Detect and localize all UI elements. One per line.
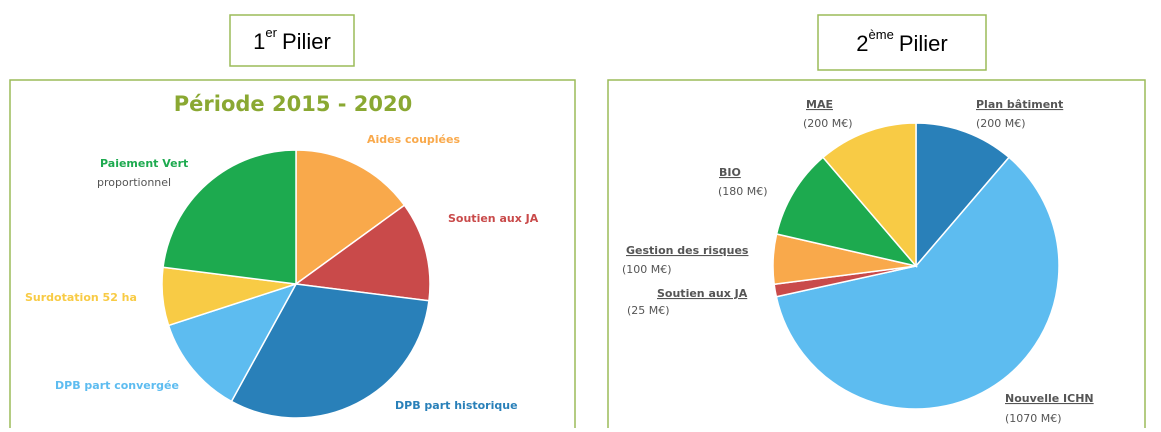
pie-slice xyxy=(230,283,430,419)
pie-slice xyxy=(294,204,431,302)
value-label: (100 M€) xyxy=(622,263,672,276)
pie-slice xyxy=(167,282,298,403)
slice-label: MAE xyxy=(806,98,833,111)
value-label: (200 M€) xyxy=(803,117,853,130)
slice-label: Paiement Vert xyxy=(100,157,188,170)
slice-label: DPB part historique xyxy=(395,399,518,412)
heading-suffix: er xyxy=(265,25,277,40)
heading-number: 2 xyxy=(856,31,868,56)
heading-word: Pilier xyxy=(899,31,948,56)
heading: 2ème Pilier xyxy=(856,27,947,55)
heading-suffix: ème xyxy=(869,27,894,42)
slice-label: Surdotation 52 ha xyxy=(25,291,137,304)
pie-slice xyxy=(295,149,406,286)
annotation: proportionnel xyxy=(97,176,171,189)
value-label: (25 M€) xyxy=(627,304,670,317)
chart-title: Période 2015 - 2020 xyxy=(174,92,412,116)
heading-box xyxy=(229,14,355,67)
slice-label: Soutien aux JA xyxy=(657,287,748,300)
pie-slice xyxy=(915,122,1011,269)
heading: 1er Pilier xyxy=(253,25,331,53)
slice-label: Nouvelle ICHN xyxy=(1005,392,1094,405)
pie-slice xyxy=(775,156,919,268)
pie-slice xyxy=(821,122,917,269)
heading-number: 1 xyxy=(253,29,265,54)
heading-box xyxy=(817,14,987,71)
pie-slice xyxy=(162,149,297,285)
pie-slice xyxy=(775,156,1060,410)
value-label: (180 M€) xyxy=(718,185,768,198)
heading-word: Pilier xyxy=(282,29,331,54)
slice-label: Soutien aux JA xyxy=(448,212,539,225)
slice-label: BIO xyxy=(719,166,741,179)
value-label: (1070 M€) xyxy=(1005,412,1062,425)
slice-label: Plan bâtiment xyxy=(976,98,1063,111)
slice-label: DPB part convergée xyxy=(55,379,179,392)
slice-label: Gestion des risques xyxy=(626,244,749,257)
slice-label: Aides couplées xyxy=(367,133,460,146)
value-label: (200 M€) xyxy=(976,117,1026,130)
